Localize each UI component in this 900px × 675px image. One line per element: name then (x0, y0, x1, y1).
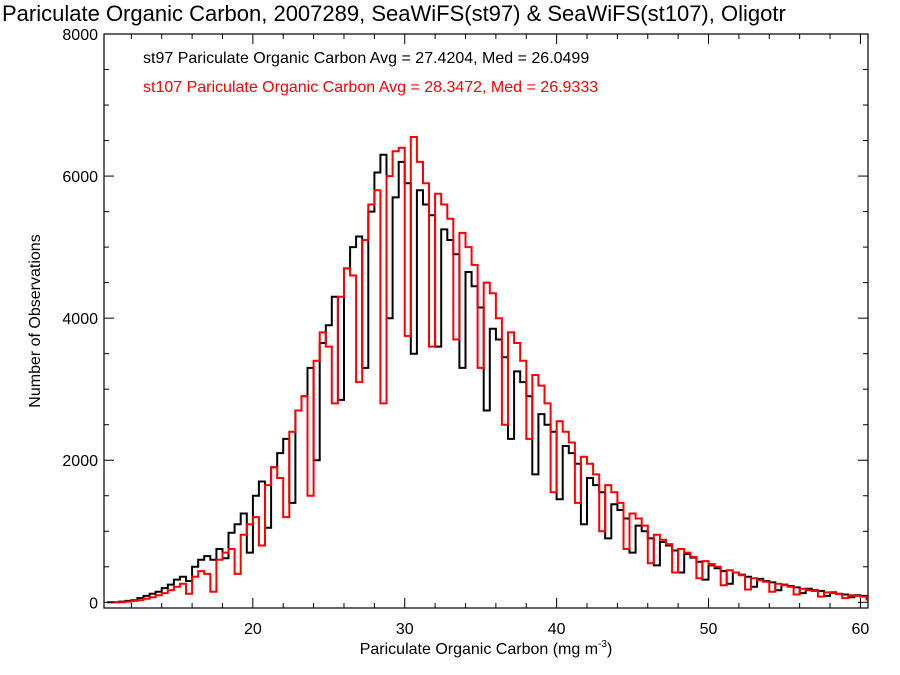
legend-st107: st107 Pariculate Organic Carbon Avg = 28… (143, 79, 598, 96)
y-tick-label: 0 (89, 595, 98, 612)
y-axis: 0 2000 4000 6000 8000 (62, 27, 868, 612)
y-tick-label: 8000 (62, 27, 98, 44)
plot-frame (103, 33, 869, 609)
y-tick-label: 6000 (62, 169, 98, 186)
x-tick-label: 20 (244, 621, 262, 638)
x-tick-label: 50 (700, 621, 718, 638)
x-tick-label: 40 (548, 621, 566, 638)
x-tick-label: 60 (852, 621, 870, 638)
series-line-st107 (107, 136, 868, 604)
legend-st97: st97 Pariculate Organic Carbon Avg = 27.… (143, 50, 589, 67)
chart-title: Pariculate Organic Carbon, 2007289, SeaW… (2, 1, 786, 26)
x-axis-label: Pariculate Organic Carbon (mg m-3) (360, 639, 613, 658)
x-axis: 20 30 40 50 60 (130, 34, 870, 638)
x-axis-label-close: ) (607, 641, 612, 658)
y-axis-label: Number of Observations (27, 234, 44, 407)
x-axis-label-unit-exp: -3 (598, 639, 607, 650)
x-axis-label-main: Pariculate Organic Carbon (mg m (360, 641, 598, 658)
y-tick-label: 2000 (62, 453, 98, 470)
y-tick-label: 4000 (62, 311, 98, 328)
x-tick-label: 30 (396, 621, 414, 638)
plot-area: 20 30 40 50 60 0 2000 4000 6000 8000 (62, 27, 870, 638)
